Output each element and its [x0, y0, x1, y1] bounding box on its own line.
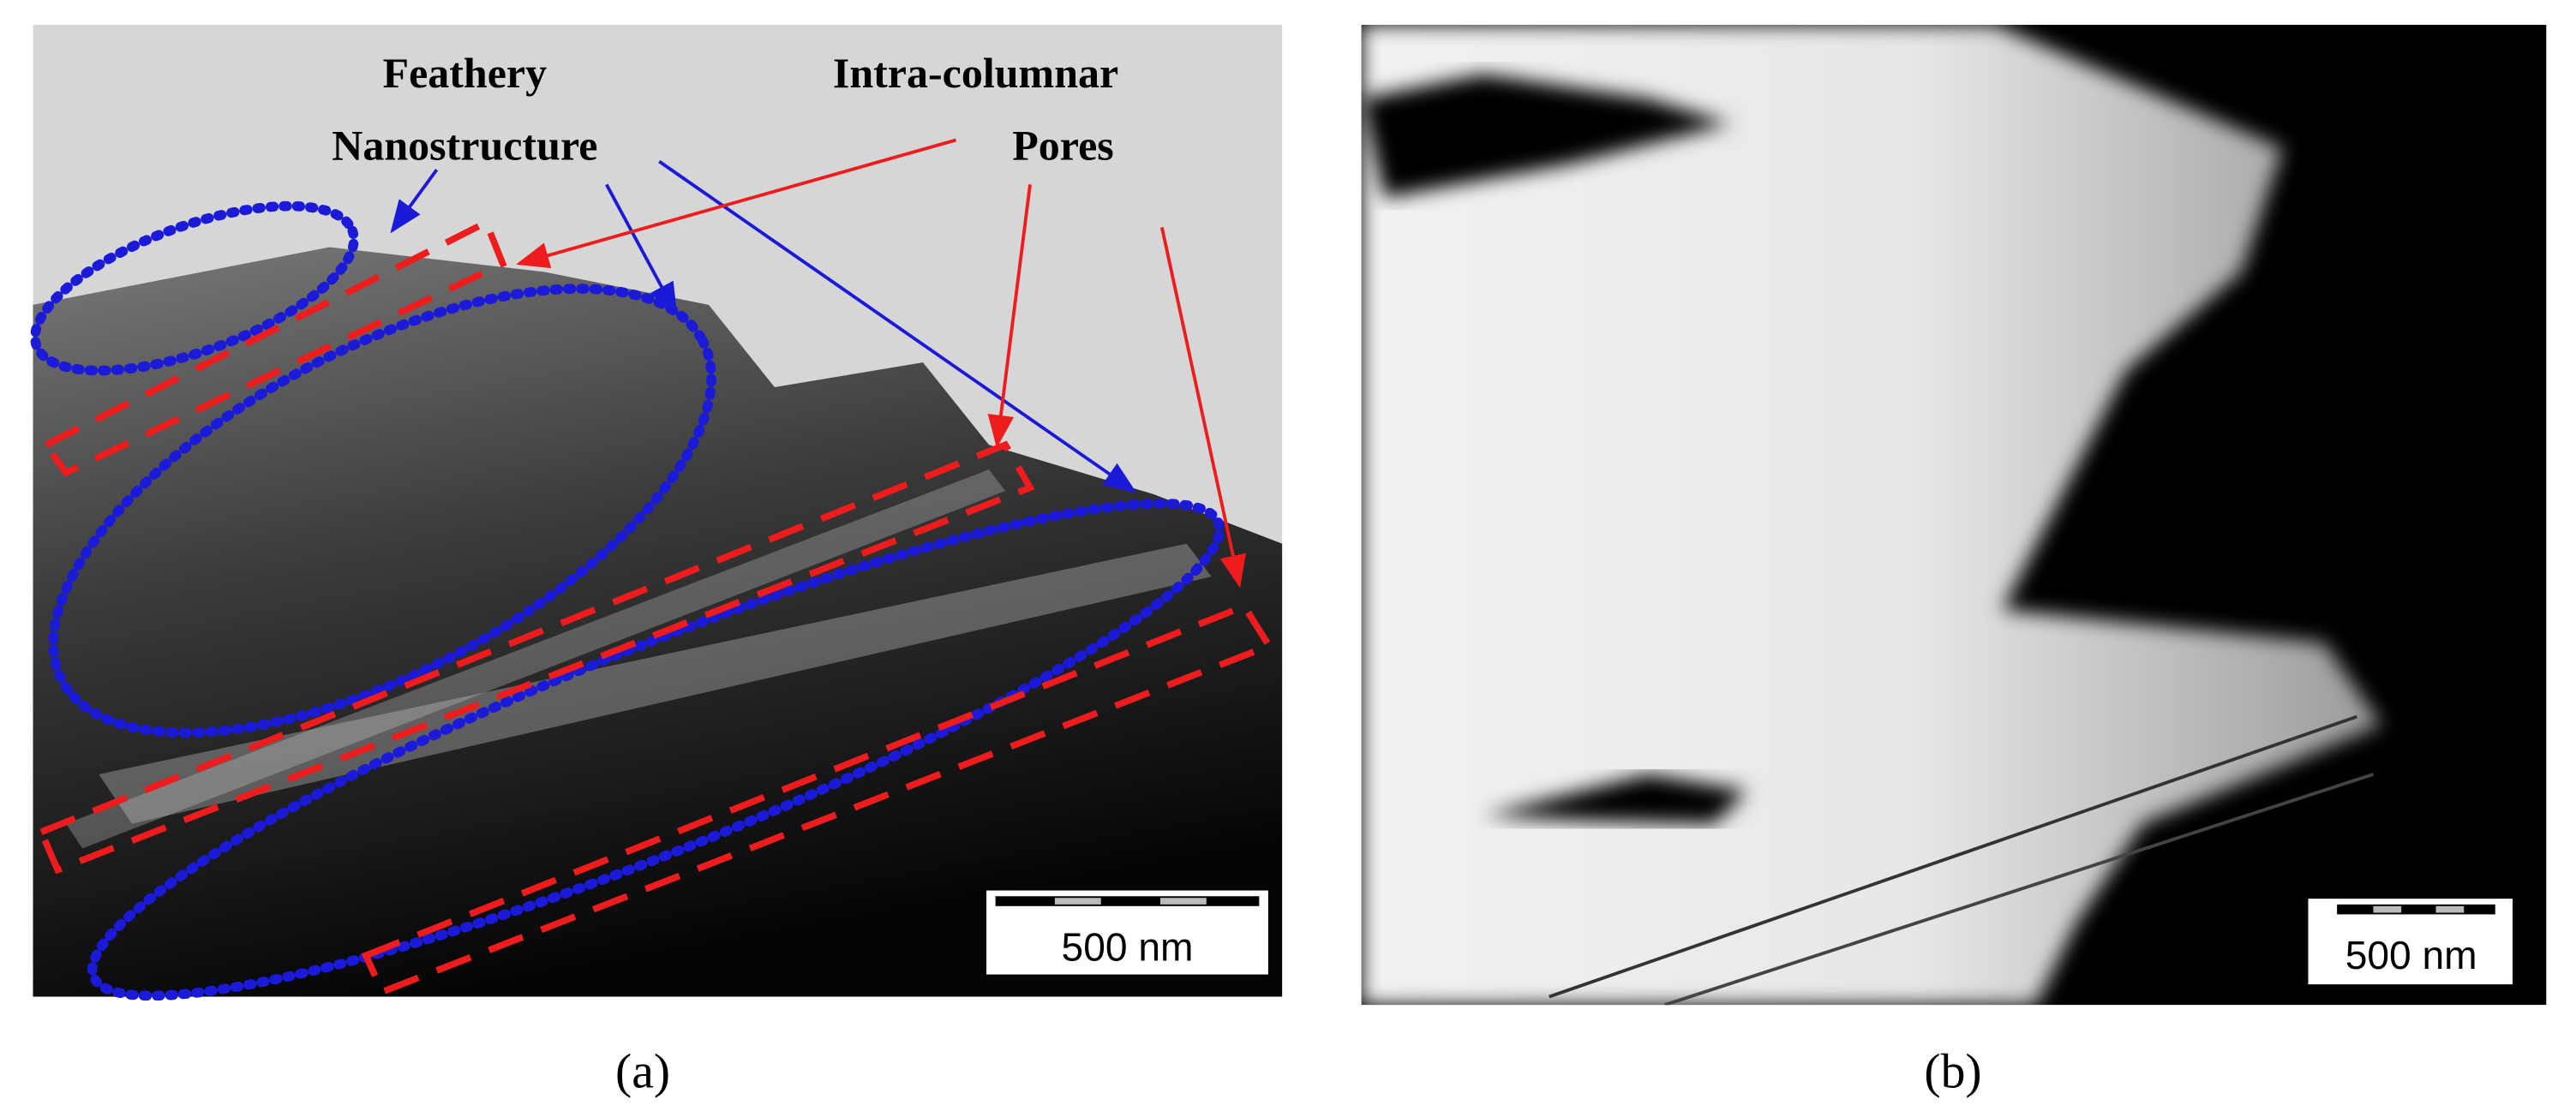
- pore-box: [361, 602, 1274, 996]
- columns: [33, 247, 1283, 997]
- scale-bar: [2337, 904, 2495, 915]
- annotation-text: Pores: [1012, 122, 1113, 170]
- feathery-region: [1361, 24, 2382, 1006]
- scale-tick: [2435, 905, 2465, 913]
- pore-streak: [99, 543, 1212, 824]
- scale-tick: [1159, 898, 1207, 905]
- arrow: [658, 159, 1137, 493]
- scale-tick: [1054, 898, 1101, 905]
- scale-bar: [995, 896, 1260, 906]
- scale-tick: [2373, 905, 2402, 913]
- panel-b: [1361, 24, 2547, 1006]
- arrow: [987, 184, 1032, 449]
- arrow: [390, 168, 439, 234]
- scale-bar-a: 500 nm: [985, 888, 1270, 977]
- pore-box: [41, 218, 507, 477]
- dark-gap: [1361, 74, 1731, 198]
- outline: [87, 499, 1225, 1001]
- pore-line: [1663, 773, 2375, 1006]
- outline: [48, 284, 716, 738]
- annotation-text: Feathery: [383, 49, 548, 97]
- annotation-text: Intra-columnar: [833, 49, 1118, 97]
- annotation-text: Nanostructure: [332, 122, 597, 170]
- outline: [30, 200, 359, 376]
- arrow: [516, 138, 956, 269]
- caption: (b): [1924, 1044, 1981, 1098]
- scale-label: 500 nm: [2345, 933, 2477, 977]
- arrow: [605, 183, 678, 316]
- annotations-a: [30, 138, 1274, 1001]
- caption: (a): [615, 1044, 670, 1098]
- dark-gap: [1483, 774, 1747, 824]
- scale-bar-b: 500 nm: [2306, 897, 2514, 987]
- arrow: [1159, 227, 1246, 588]
- pore-streak: [65, 469, 1006, 849]
- pore-box: [36, 440, 1035, 875]
- scale-label: 500 nm: [1062, 924, 1194, 969]
- pore-line: [1549, 714, 2357, 999]
